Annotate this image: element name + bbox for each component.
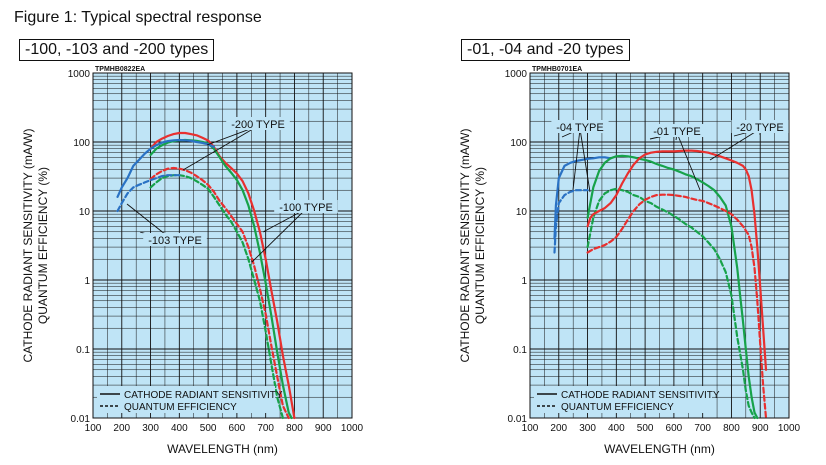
annotation-label: -200 TYPE [231,119,285,131]
x-tick-label: 100 [522,423,539,434]
annotation-bg [274,200,338,213]
y-tick-label: 100 [510,138,527,149]
annotation-label: -01 TYPE [653,126,701,138]
x-tick-label: 200 [113,423,130,434]
x-tick-label: 700 [694,423,711,434]
series-line-5 [586,149,768,371]
x-tick-label: 300 [142,423,159,434]
series-line-1 [553,156,612,240]
annotation: -200 TYPE [182,117,290,171]
annotation-label: -04 TYPE [556,122,604,134]
annotation-bg [731,120,789,133]
x-tick-label: 800 [286,423,303,434]
legend-solid-label: CATHODE RADIANT SENSITIVITY [124,390,283,401]
x-tick-label: 700 [257,423,274,434]
y-axis-label-quantum-efficiency: QUANTUM EFFICIENCY (%) [36,167,50,324]
annotation-label: -103 TYPE [148,235,202,247]
y-axis-label-sensitivity: CATHODE RADIANT SENSITIVITY (mA/W) [458,128,472,362]
annotation-bg [648,124,706,137]
y-tick-label: 10 [79,207,91,218]
x-tick-label: 400 [171,423,188,434]
y-tick-label: 1 [521,276,527,287]
chart-2-title: -01, -04 and -20 types [461,39,630,61]
series-line-1 [149,131,296,420]
x-axis-label: WAVELENGTH (nm) [167,442,278,456]
x-tick-label: 900 [315,423,332,434]
series-line-6 [116,174,181,213]
annotation-leader [579,128,591,193]
legend-solid-label: CATHODE RADIANT SENSITIVITY [561,390,720,401]
annotation: -04 TYPE [551,120,609,193]
x-tick-label: 100 [85,423,102,434]
y-tick-label: 1000 [505,69,528,80]
series-line-4 [586,187,756,420]
x-tick-label: 600 [229,423,246,434]
x-tick-label: 400 [608,423,625,434]
x-tick-label: 1000 [778,423,801,434]
plot-frame [529,72,790,419]
legend-dashed-label: QUANTUM EFFICIENCY [561,402,674,413]
x-tick-label: 500 [200,423,217,434]
legend-bg [97,386,275,413]
figure-title: Figure 1: Typical spectral response [14,9,262,26]
x-tick-label: 200 [550,423,567,434]
x-tick-label: 900 [752,423,769,434]
annotation: -01 TYPE [648,124,706,191]
annotation: -20 TYPE [709,120,789,161]
annotation-bg [226,117,290,130]
figure-code: TPMHB0701EA [532,66,582,73]
y-tick-label: 0.01 [71,414,91,425]
y-tick-label: 1000 [68,69,91,80]
annotation-leader [182,125,259,171]
annotation-leader [709,128,761,161]
annotation-label: -20 TYPE [736,122,784,134]
series-line-4 [149,174,284,420]
annotation-bg [551,120,609,133]
y-tick-label: 1 [84,276,90,287]
x-tick-label: 600 [666,423,683,434]
annotation-leader [676,132,701,191]
legend-dashed-label: QUANTUM EFFICIENCY [124,402,237,413]
figure-code: TPMHB0822EA [95,66,145,73]
y-tick-label: 0.1 [513,345,527,356]
series-line-3 [586,154,759,420]
chart-1-title: -100, -103 and -200 types [19,39,215,61]
series-line-6 [586,193,768,420]
y-axis-label-quantum-efficiency: QUANTUM EFFICIENCY (%) [473,167,487,324]
plot-frame [92,72,353,419]
annotation-bg [143,233,207,246]
x-tick-label: 300 [579,423,596,434]
annotation-leader [251,208,307,263]
series-line-2 [149,166,290,420]
y-tick-label: 0.1 [76,345,90,356]
y-axis-label-sensitivity: CATHODE RADIANT SENSITIVITY (mA/W) [21,128,35,362]
annotation: -100 TYPE [251,200,338,263]
x-tick-label: 500 [637,423,654,434]
legend-bg [534,386,712,413]
annotation: -103 TYPE [126,203,207,247]
x-tick-label: 800 [723,423,740,434]
y-tick-label: 0.01 [508,414,528,425]
series-line-2 [553,189,589,254]
series-line-5 [116,138,215,198]
annotation-leader [572,128,581,191]
y-tick-label: 10 [516,207,528,218]
x-axis-label: WAVELENGTH (nm) [604,442,715,456]
x-tick-label: 1000 [341,423,364,434]
annotation-label: -100 TYPE [279,202,333,214]
y-tick-label: 100 [73,138,90,149]
